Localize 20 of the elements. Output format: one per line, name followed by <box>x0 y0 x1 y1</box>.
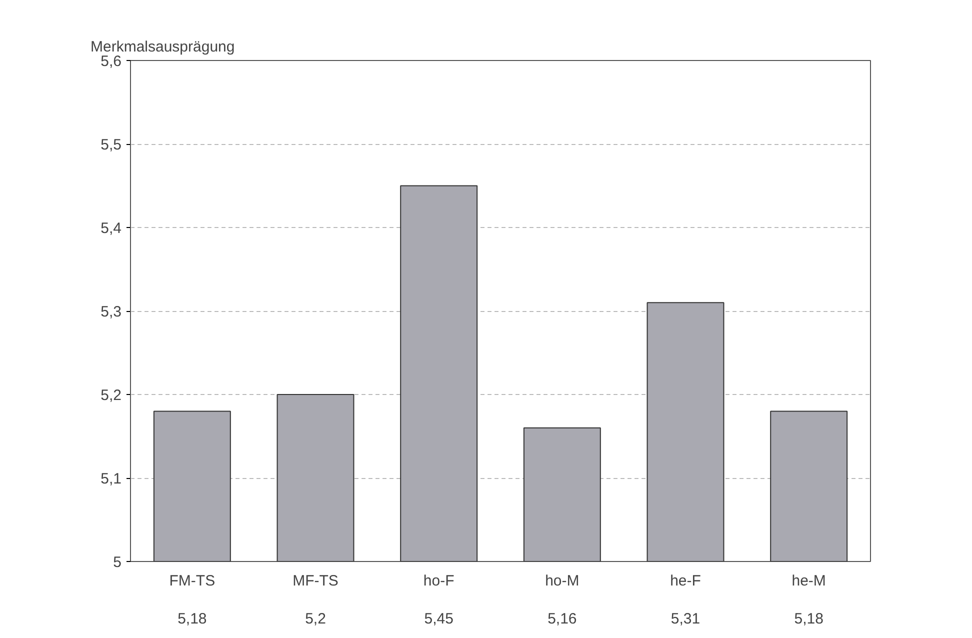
data-label: 5,2 <box>305 610 326 628</box>
x-tick-label: ho-F <box>423 572 454 590</box>
y-tick-label: 5,5 <box>100 136 122 154</box>
y-tick-label: 5,3 <box>100 304 122 320</box>
x-tick-label: ho-M <box>545 572 580 590</box>
x-tick-label: MF-TS <box>292 572 338 590</box>
y-tick-label: 5,1 <box>100 470 122 488</box>
y-tick-label: 5,4 <box>100 220 122 237</box>
data-label: 5,18 <box>794 610 824 628</box>
y-tick-label: 5 <box>113 554 122 571</box>
data-label: 5,31 <box>670 610 700 628</box>
x-tick-label: FM-TS <box>169 572 216 590</box>
x-tick-label: he-F <box>670 572 701 590</box>
x-tick-label: he-M <box>792 572 826 590</box>
data-label: 5,18 <box>178 610 207 628</box>
y-tick-label: 5,6 <box>100 53 122 70</box>
y-axis-title: Merkmalsausprägung <box>90 38 235 56</box>
data-label: 5,16 <box>548 610 577 628</box>
y-tick-label: 5,2 <box>100 387 122 404</box>
data-label: 5,45 <box>424 610 454 628</box>
